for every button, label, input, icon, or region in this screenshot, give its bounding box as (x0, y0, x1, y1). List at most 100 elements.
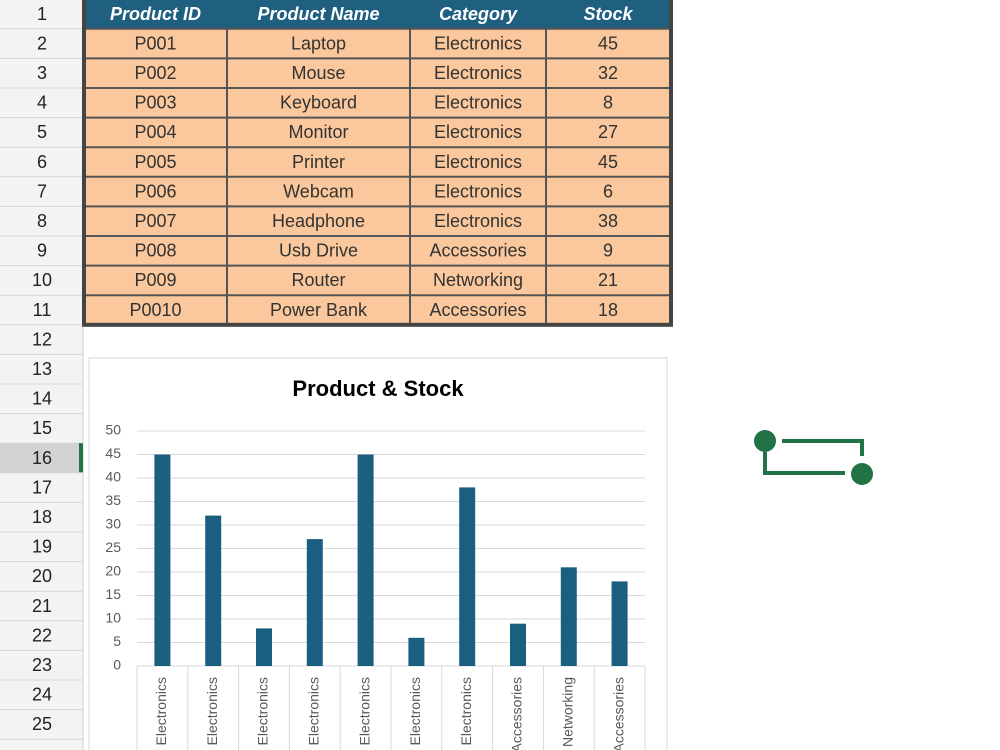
table-cell[interactable]: Electronics (434, 211, 522, 231)
table-cell[interactable]: P0010 (129, 300, 181, 320)
bar (459, 487, 476, 666)
bar (256, 628, 272, 666)
table-cell[interactable]: Webcam (283, 181, 354, 201)
table-cell[interactable]: Power Bank (270, 300, 368, 320)
table-cell[interactable]: Keyboard (280, 93, 357, 113)
table-cell[interactable]: 18 (598, 300, 618, 320)
table-cell[interactable]: 38 (598, 211, 618, 231)
x-tick-label: Accessories (610, 677, 626, 750)
table-cell[interactable]: 6 (603, 181, 613, 201)
row-header-column (0, 0, 83, 750)
table-cell[interactable]: Electronics (434, 93, 522, 113)
bar (154, 454, 171, 666)
bar (611, 581, 628, 666)
x-tick-label: Accessories (509, 677, 525, 750)
row-number[interactable]: 24 (32, 685, 52, 705)
bar (205, 515, 222, 666)
header-cell[interactable]: Product ID (110, 4, 201, 24)
row-number[interactable]: 15 (32, 418, 52, 438)
row-number[interactable]: 8 (37, 211, 47, 231)
table-cell[interactable]: Electronics (434, 63, 522, 83)
row-number[interactable]: 3 (37, 63, 47, 83)
table-cell[interactable]: Electronics (434, 122, 522, 142)
table-cell[interactable]: P004 (134, 122, 176, 142)
row-number[interactable]: 4 (37, 93, 47, 113)
row-number[interactable]: 22 (32, 625, 52, 645)
row-header-selected (0, 443, 83, 473)
chart-area[interactable] (88, 357, 668, 750)
row-number[interactable]: 12 (32, 329, 52, 349)
table-cell[interactable]: 27 (598, 122, 618, 142)
table-cell[interactable]: Electronics (434, 33, 522, 53)
table-cell[interactable]: Mouse (291, 63, 345, 83)
table-cell[interactable]: Laptop (291, 33, 346, 53)
row-number[interactable]: 21 (32, 596, 52, 616)
row-number[interactable]: 14 (32, 389, 52, 409)
table-cell[interactable]: P002 (134, 63, 176, 83)
y-tick-label: 45 (105, 445, 121, 461)
table-cell[interactable]: P009 (134, 270, 176, 290)
row-number[interactable]: 2 (37, 33, 47, 53)
y-tick-label: 15 (105, 586, 121, 602)
header-cell[interactable]: Product Name (257, 4, 379, 24)
table-cell[interactable]: Printer (292, 152, 345, 172)
row-number[interactable]: 20 (32, 566, 52, 586)
table-cell[interactable]: 8 (603, 93, 613, 113)
y-tick-label: 30 (105, 516, 121, 532)
table-cell[interactable]: P003 (134, 93, 176, 113)
y-tick-label: 10 (105, 610, 121, 626)
table-cell[interactable]: P006 (134, 181, 176, 201)
bar (306, 539, 323, 666)
x-tick-label: Electronics (306, 677, 322, 745)
table-cell[interactable]: Monitor (288, 122, 348, 142)
table-cell[interactable]: P001 (134, 33, 176, 53)
table-cell[interactable]: 9 (603, 241, 613, 261)
header-cell[interactable]: Stock (583, 4, 633, 24)
table-cell[interactable]: 21 (598, 270, 618, 290)
table-cell[interactable]: 45 (598, 33, 618, 53)
table-cell[interactable]: Networking (433, 270, 523, 290)
table-cell[interactable]: Accessories (429, 300, 526, 320)
table-cell[interactable]: Router (291, 270, 345, 290)
row-number[interactable]: 17 (32, 477, 52, 497)
row-number[interactable]: 13 (32, 359, 52, 379)
row-number[interactable]: 23 (32, 655, 52, 675)
row-number[interactable]: 11 (33, 300, 52, 320)
row-number[interactable]: 18 (32, 507, 52, 527)
bar (560, 567, 577, 666)
y-tick-label: 40 (105, 469, 121, 485)
table-cell[interactable]: Headphone (272, 211, 365, 231)
header-cell[interactable]: Category (439, 4, 518, 24)
table-cell[interactable]: Accessories (429, 241, 526, 261)
x-tick-label: Electronics (204, 677, 220, 745)
x-tick-label: Networking (560, 677, 576, 747)
row-number[interactable]: 9 (37, 241, 47, 261)
connector-line (782, 439, 864, 456)
x-tick-label: Electronics (458, 677, 474, 745)
y-tick-label: 50 (105, 422, 121, 438)
row-number[interactable]: 10 (32, 270, 52, 290)
table-cell[interactable]: Electronics (434, 152, 522, 172)
y-tick-label: 5 (113, 633, 121, 649)
table-cell[interactable]: Usb Drive (279, 241, 358, 261)
connector-line (763, 452, 845, 475)
row-number[interactable]: 16 (32, 448, 52, 468)
table-cell[interactable]: 45 (598, 152, 618, 172)
table-cell[interactable]: P005 (134, 152, 176, 172)
table-cell[interactable]: 32 (598, 63, 618, 83)
row-number[interactable]: 1 (37, 4, 47, 24)
row-selection-marker (79, 443, 83, 473)
x-tick-label: Electronics (407, 677, 423, 745)
row-number[interactable]: 5 (37, 122, 47, 142)
row-number[interactable]: 19 (32, 537, 52, 557)
row-number[interactable]: 6 (37, 152, 47, 172)
table-cell[interactable]: P007 (134, 211, 176, 231)
row-number[interactable]: 25 (32, 714, 52, 734)
table-cell[interactable]: Electronics (434, 181, 522, 201)
row-number[interactable]: 7 (37, 181, 47, 201)
table-outline (82, 0, 673, 327)
x-tick-label: Electronics (356, 677, 372, 745)
table-cell[interactable]: P008 (134, 241, 176, 261)
y-tick-label: 20 (105, 563, 121, 579)
